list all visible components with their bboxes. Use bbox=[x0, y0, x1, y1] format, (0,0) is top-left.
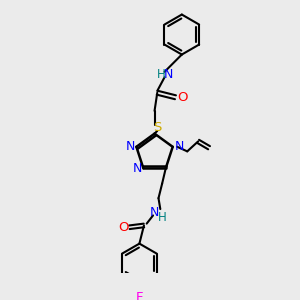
Text: H: H bbox=[157, 68, 165, 81]
Text: O: O bbox=[178, 91, 188, 104]
Text: N: N bbox=[125, 140, 135, 153]
Text: N: N bbox=[132, 162, 142, 175]
Text: N: N bbox=[149, 206, 159, 219]
Text: F: F bbox=[136, 291, 143, 300]
Text: N: N bbox=[174, 140, 184, 153]
Text: H: H bbox=[158, 211, 167, 224]
Text: O: O bbox=[118, 221, 128, 234]
Text: N: N bbox=[164, 68, 173, 81]
Text: S: S bbox=[153, 121, 161, 134]
